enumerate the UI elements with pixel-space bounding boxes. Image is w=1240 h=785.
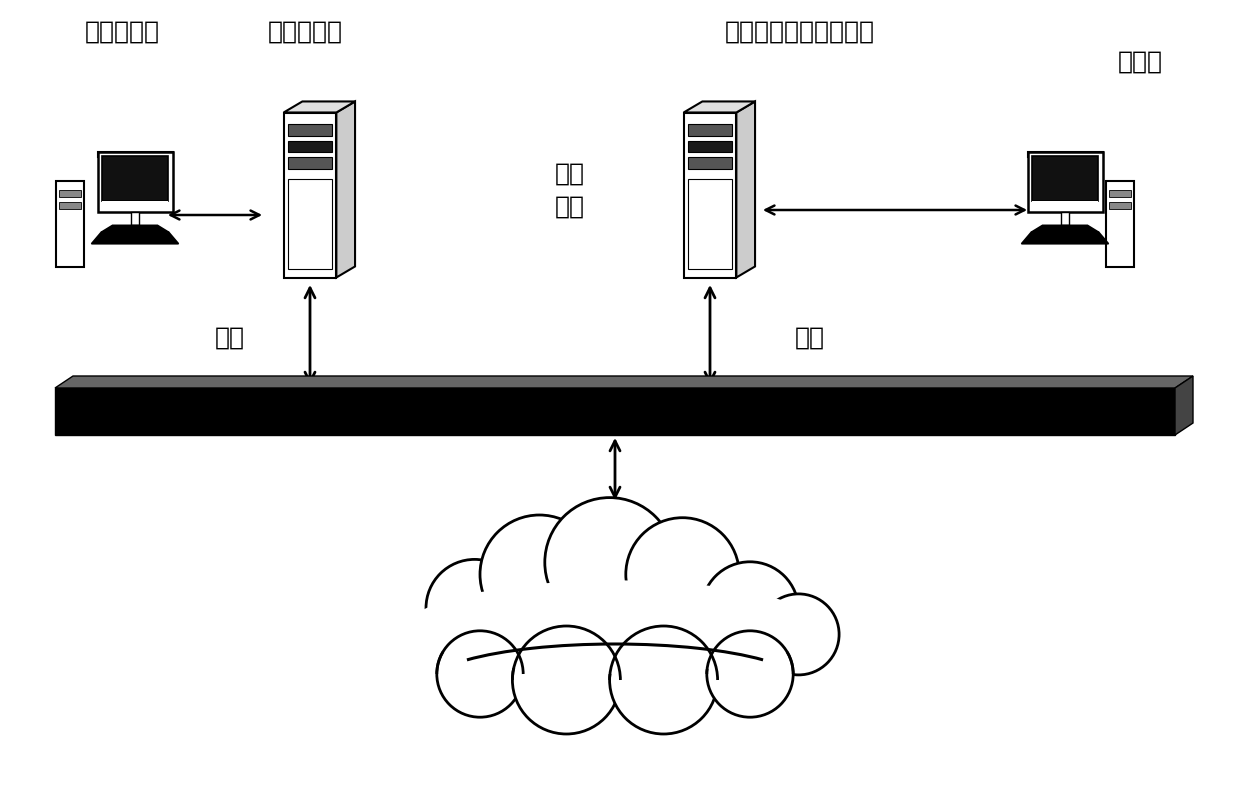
Bar (288, 124, 332, 136)
Bar (688, 178, 732, 269)
Circle shape (758, 594, 839, 675)
Polygon shape (92, 232, 179, 244)
Bar (55, 388, 1176, 435)
Circle shape (480, 515, 599, 633)
Bar (102, 156, 167, 201)
Text: 统计
对比: 统计 对比 (556, 161, 585, 219)
Bar (284, 112, 336, 278)
Text: 获取: 获取 (795, 326, 825, 350)
Bar (102, 201, 167, 206)
Bar (1106, 181, 1133, 268)
Bar (60, 202, 81, 209)
Ellipse shape (419, 590, 811, 674)
Text: 传输网: 传输网 (588, 615, 642, 644)
Circle shape (544, 498, 675, 627)
Polygon shape (1028, 152, 1102, 156)
Polygon shape (284, 101, 355, 112)
Bar (1109, 202, 1131, 209)
Text: 网管客户端: 网管客户端 (86, 20, 160, 44)
Polygon shape (55, 376, 1193, 388)
Text: 网管服务器: 网管服务器 (268, 20, 342, 44)
Ellipse shape (399, 580, 831, 688)
Polygon shape (336, 101, 355, 278)
Circle shape (436, 631, 523, 717)
Text: 客户端: 客户端 (1117, 50, 1163, 74)
Bar (1109, 190, 1131, 196)
Circle shape (702, 562, 799, 659)
Polygon shape (102, 225, 169, 232)
Polygon shape (1176, 376, 1193, 435)
Polygon shape (1032, 225, 1099, 232)
Circle shape (512, 626, 620, 734)
Bar (1061, 211, 1069, 225)
Bar (683, 112, 737, 278)
Polygon shape (683, 101, 755, 112)
Text: 光纤电缆性能检测装置: 光纤电缆性能检测装置 (725, 20, 875, 44)
Bar (688, 141, 732, 152)
Bar (688, 157, 732, 169)
Bar (288, 178, 332, 269)
Circle shape (626, 517, 739, 631)
Ellipse shape (392, 568, 838, 700)
Bar (131, 211, 139, 225)
Polygon shape (1022, 232, 1109, 244)
Bar (688, 124, 732, 136)
Circle shape (707, 631, 794, 717)
Text: 采集: 采集 (215, 326, 246, 350)
Circle shape (610, 626, 718, 734)
Bar (1032, 156, 1097, 201)
Bar (60, 190, 81, 196)
Bar (288, 157, 332, 169)
Circle shape (427, 560, 523, 656)
Polygon shape (737, 101, 755, 278)
Bar (56, 181, 84, 268)
Bar (1028, 152, 1102, 211)
Polygon shape (98, 152, 172, 156)
Bar (1032, 201, 1097, 206)
Bar (98, 152, 172, 211)
Bar (288, 141, 332, 152)
